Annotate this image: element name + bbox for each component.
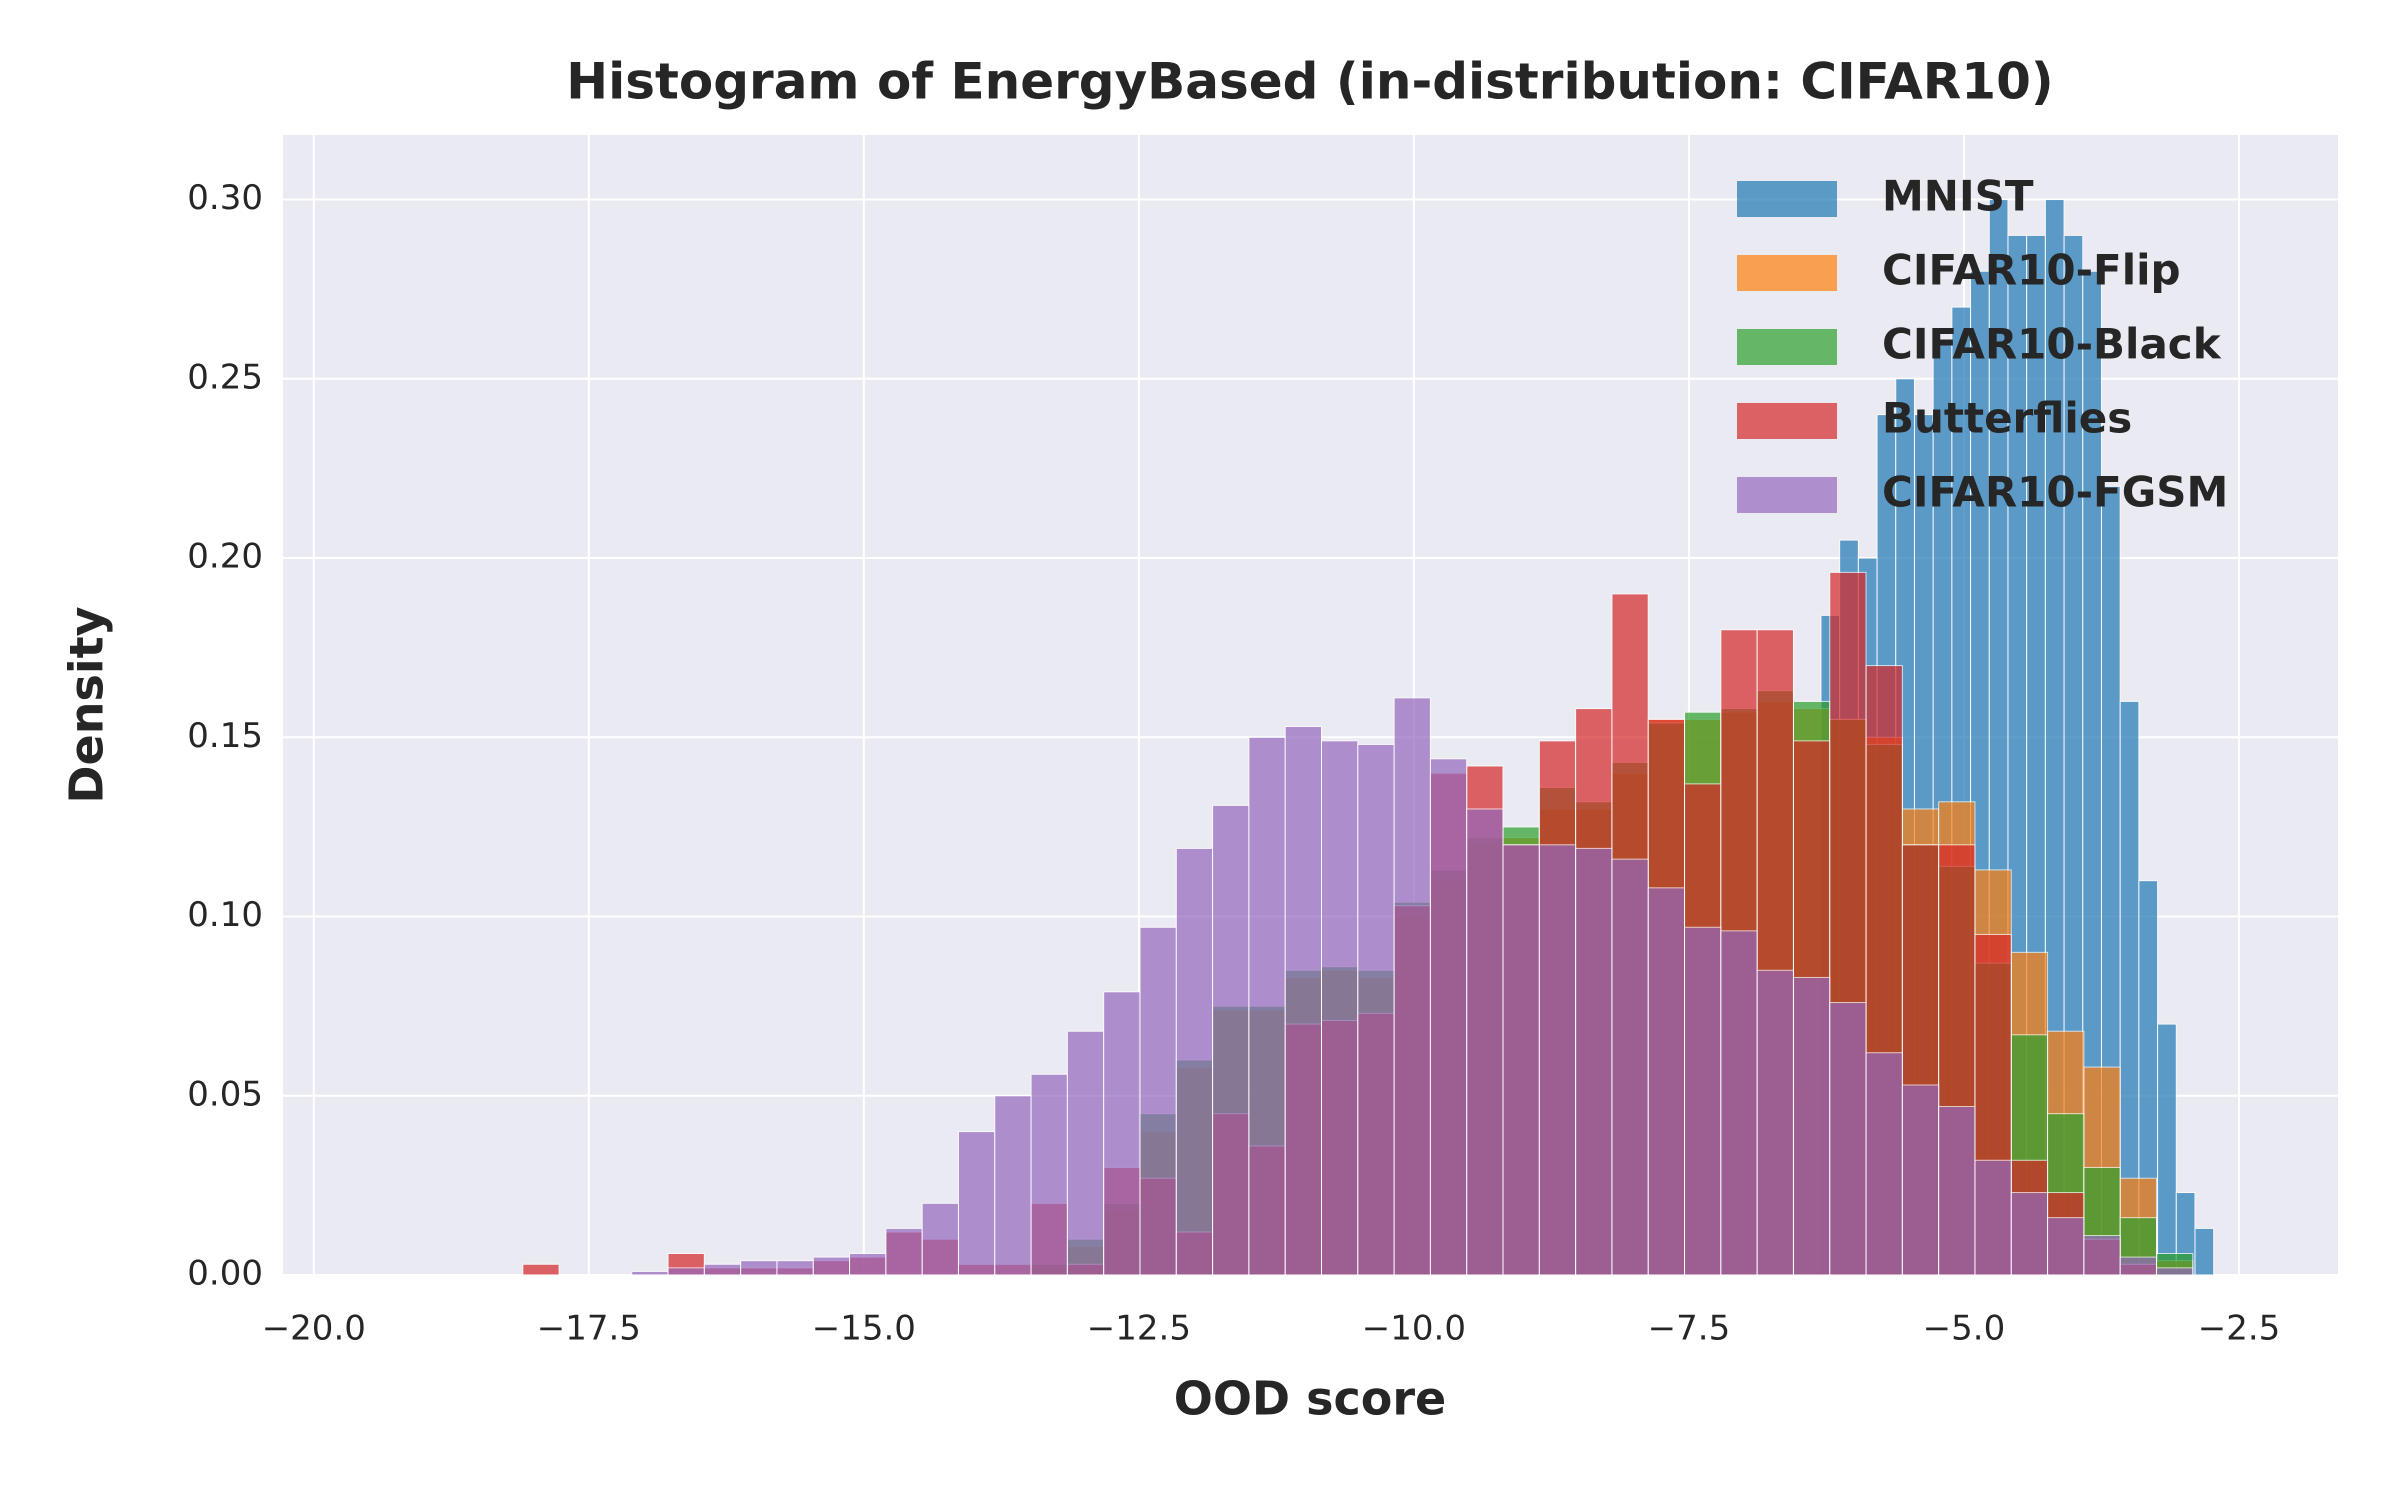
- histogram-bar: [1321, 740, 1359, 1276]
- x-tick-label: −7.5: [1648, 1309, 1731, 1349]
- histogram-bar: [1429, 758, 1468, 1276]
- bars: [522, 199, 2215, 1276]
- x-tick-label: −12.5: [1087, 1309, 1191, 1349]
- histogram-bar: [1103, 991, 1141, 1276]
- histogram-bar: [849, 1252, 887, 1276]
- histogram-bar: [2194, 1227, 2215, 1276]
- x-tick-label: −15.0: [812, 1309, 916, 1349]
- histogram-bar: [776, 1260, 814, 1276]
- histogram-bar: [1865, 1052, 1903, 1276]
- x-tick-label: −2.5: [2198, 1309, 2281, 1349]
- histogram-bar: [921, 1202, 959, 1276]
- histogram-bar: [1212, 804, 1250, 1276]
- histogram-bar: [2157, 1023, 2177, 1276]
- x-tick-label: −20.0: [262, 1309, 366, 1349]
- histogram-bar: [1393, 697, 1431, 1276]
- histogram-bar: [2155, 1267, 2194, 1276]
- legend-swatch: [1737, 403, 1837, 439]
- histogram-bar: [522, 1263, 560, 1276]
- histogram-bar: [994, 1095, 1032, 1276]
- x-axis-label: OOD score: [1174, 1372, 1447, 1426]
- histogram-bar: [1139, 926, 1177, 1276]
- y-tick-label: 0.00: [187, 1254, 263, 1294]
- histogram-bar: [1538, 844, 1577, 1276]
- histogram-bar: [957, 1131, 996, 1276]
- legend-label: CIFAR10-FGSM: [1882, 468, 2228, 517]
- histogram-bar: [1248, 736, 1286, 1276]
- histogram-bar: [1175, 847, 1214, 1276]
- histogram-bar: [885, 1227, 923, 1276]
- x-tick-label: −5.0: [1923, 1309, 2006, 1349]
- histogram-bar: [1720, 930, 1758, 1276]
- histogram-bar: [2047, 1217, 2085, 1276]
- histogram-bar: [1611, 858, 1649, 1276]
- legend-swatch: [1737, 477, 1837, 513]
- histogram-bar: [2119, 1256, 2157, 1276]
- histogram-bar: [631, 1270, 669, 1276]
- y-tick-label: 0.15: [187, 716, 263, 756]
- histogram-bar: [1647, 887, 1686, 1276]
- histogram-bar: [1829, 1002, 1867, 1276]
- legend-label: Butterflies: [1882, 394, 2132, 443]
- legend-swatch: [1737, 255, 1837, 291]
- y-axis-label: Density: [60, 606, 114, 803]
- x-tick-label: −10.0: [1362, 1309, 1466, 1349]
- y-tick-label: 0.05: [187, 1074, 263, 1114]
- y-tick-label: 0.30: [187, 178, 263, 218]
- histogram-bar: [703, 1263, 742, 1276]
- histogram-bar: [1066, 1030, 1105, 1276]
- histogram-bar: [1357, 743, 1395, 1276]
- histogram-bar: [1502, 844, 1540, 1276]
- histogram-bar: [1974, 1159, 2012, 1276]
- histogram-bar: [1901, 1084, 1940, 1276]
- histogram-bar: [2010, 1192, 2049, 1276]
- histogram-bar: [667, 1267, 705, 1276]
- histogram-bar: [1030, 1073, 1068, 1276]
- histogram-bar: [1284, 726, 1323, 1276]
- legend-label: CIFAR10-Flip: [1882, 246, 2181, 295]
- legend: MNIST CIFAR10-Flip CIFAR10-Black Butterflie…: [1737, 172, 2228, 517]
- histogram-bar: [1792, 976, 1831, 1276]
- histogram-bar: [1938, 1106, 1976, 1276]
- histogram-bar: [740, 1260, 778, 1276]
- histogram-bar: [1575, 847, 1613, 1276]
- histogram-bar: [812, 1256, 851, 1276]
- chart-title: Histogram of EnergyBased (in-distributio…: [566, 53, 2053, 111]
- legend-swatch: [1737, 181, 1837, 217]
- histogram-bar: [1466, 808, 1504, 1276]
- y-tick-label: 0.25: [187, 357, 263, 397]
- y-tick-label: 0.20: [187, 537, 263, 577]
- x-tick-label: −17.5: [537, 1309, 641, 1349]
- legend-swatch: [1737, 329, 1837, 365]
- histogram-bar: [1756, 969, 1794, 1276]
- histogram-bar: [2083, 1235, 2121, 1276]
- histogram-bar: [1684, 926, 1722, 1276]
- legend-label: MNIST: [1882, 172, 2034, 221]
- legend-label: CIFAR10-Black: [1882, 320, 2222, 369]
- y-tick-label: 0.10: [187, 895, 263, 935]
